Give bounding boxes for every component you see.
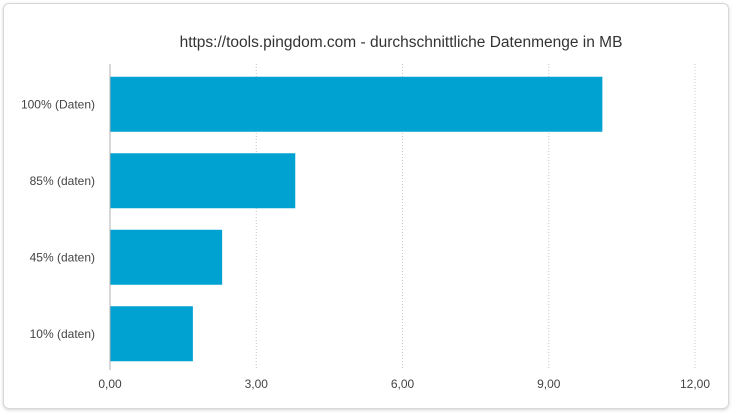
chart-title: https://tools.pingdom.com - durchschnitt… <box>180 34 623 51</box>
x-tick-label: 6,00 <box>391 377 415 391</box>
y-category-label: 100% (Daten) <box>21 97 95 111</box>
bar <box>110 76 603 132</box>
bars <box>110 76 603 362</box>
x-tick-label: 9,00 <box>537 377 561 391</box>
bar <box>110 153 296 209</box>
y-category-label: 10% (daten) <box>30 327 95 341</box>
bar <box>110 306 193 362</box>
x-tick-label: 12,00 <box>680 377 710 391</box>
x-tick-label: 3,00 <box>245 377 269 391</box>
bar <box>110 229 223 285</box>
y-axis-labels: 100% (Daten) 85% (daten) 45% (daten) 10% (d… <box>21 97 95 341</box>
y-category-label: 45% (daten) <box>30 250 95 264</box>
x-axis-labels: 0,00 3,00 6,00 9,00 12,00 <box>98 377 710 391</box>
y-category-label: 85% (daten) <box>30 174 95 188</box>
x-tick-label: 0,00 <box>98 377 122 391</box>
